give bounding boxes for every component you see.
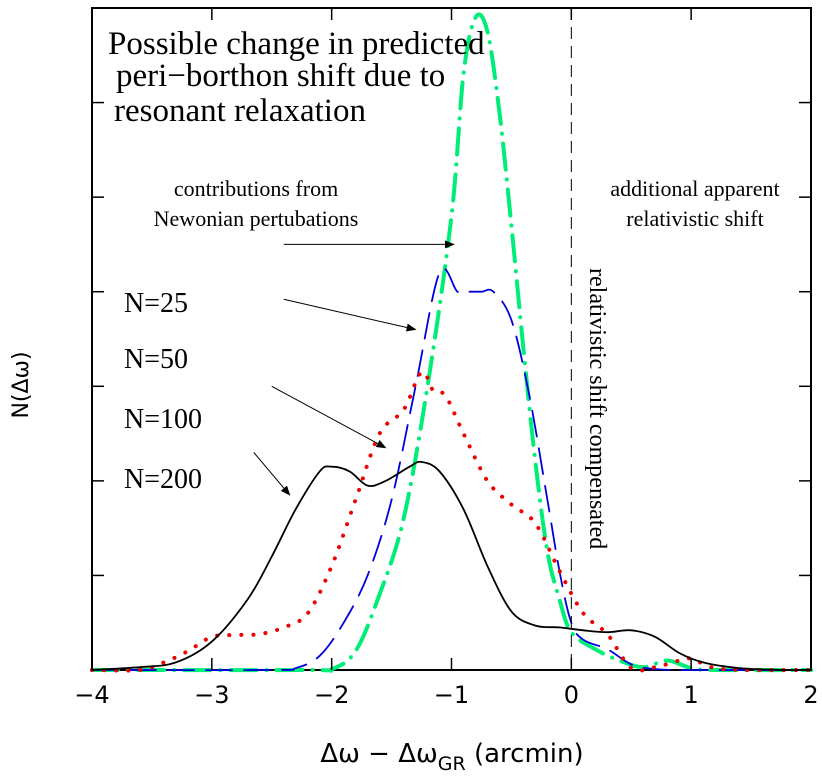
series-arrow-n-100 (271, 385, 387, 449)
x-axis-label: Δω − ΔωGR (arcmin) (320, 739, 583, 775)
x-tick-label-2: −2 (314, 681, 349, 709)
series-label-n-50: N=50 (124, 344, 188, 375)
title-line-1: Possible change in predicted (108, 26, 485, 62)
x-tick-label-1: −1 (434, 681, 469, 709)
reference-line-label: relativistic shift compensated (584, 268, 610, 549)
y-axis-label: N(Δω) (9, 351, 34, 418)
x-axis-label-prefix: Δω − Δω (320, 739, 437, 769)
x-tick-label-4: −4 (74, 681, 109, 709)
title-line-2: peri−borthon shift due to (116, 58, 445, 94)
series-label-n-200: N=200 (124, 464, 202, 495)
x-tick-label-1: 1 (684, 681, 699, 709)
x-axis-label-suffix: (arcmin) (466, 739, 584, 769)
x-tick-label-0: 0 (564, 681, 579, 709)
series-arrow-n-50 (283, 298, 417, 332)
series-line-n-200 (91, 460, 812, 672)
label-layer: −4 −3 −2 −1 0 1 2 (74, 681, 818, 709)
x-tick-label-3: −3 (194, 681, 229, 709)
left-region-line-1: contributions from (174, 176, 338, 201)
left-region-line-2: Newonian pertubations (154, 206, 359, 231)
annotation-layer: Possible change in predicted peri−bortho… (108, 26, 780, 231)
x-tick-label-2: 2 (803, 681, 818, 709)
arrow-layer: N=25 N=50 N=100 N=200 (124, 240, 455, 496)
right-region-line-2: relativistic shift (626, 206, 763, 231)
x-axis-label-subscript: GR (438, 753, 466, 775)
right-region-line-1: additional apparent (610, 176, 779, 201)
title-line-3: resonant relaxation (114, 93, 366, 129)
series-label-n-25: N=25 (124, 288, 188, 319)
series-line-n-50 (91, 267, 812, 672)
curve-layer (90, 12, 813, 673)
series-arrow-n-200 (253, 452, 291, 496)
series-label-n-100: N=100 (124, 404, 202, 435)
